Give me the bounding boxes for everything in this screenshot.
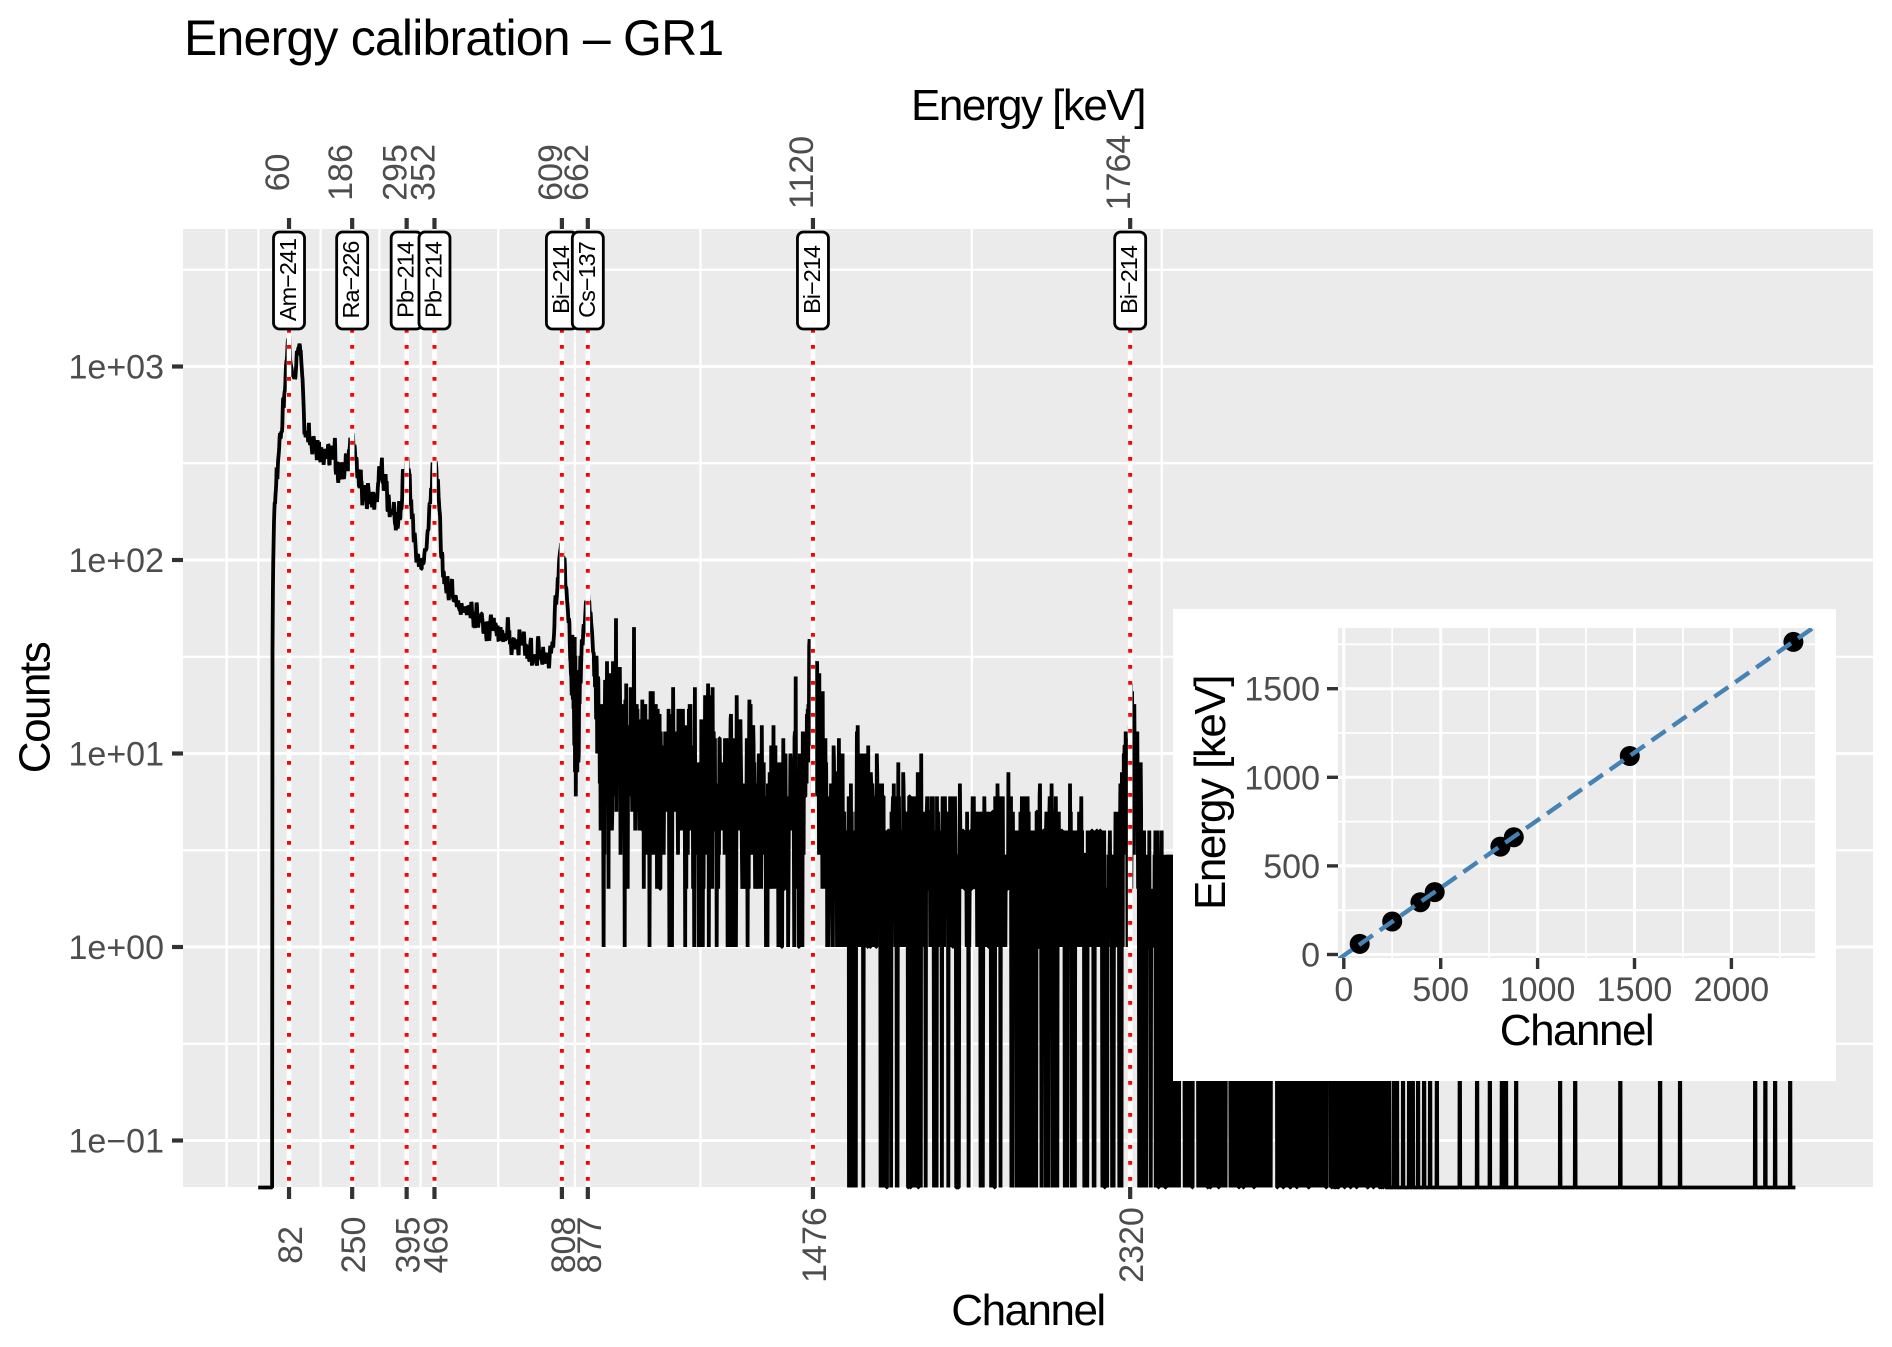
svg-text:Bi−214: Bi−214	[548, 245, 574, 314]
svg-text:186: 186	[322, 144, 360, 201]
svg-text:1e+01: 1e+01	[69, 736, 165, 774]
svg-text:Pb−214: Pb−214	[393, 241, 419, 318]
svg-text:0: 0	[1334, 971, 1353, 1009]
svg-text:1476: 1476	[796, 1207, 834, 1283]
svg-text:1764: 1764	[1100, 135, 1138, 211]
svg-text:1000: 1000	[1500, 971, 1576, 1009]
svg-text:Am−241: Am−241	[275, 239, 301, 321]
svg-text:500: 500	[1412, 971, 1469, 1009]
svg-text:Energy [keV]: Energy [keV]	[911, 81, 1145, 130]
svg-text:Counts: Counts	[11, 642, 60, 773]
svg-text:808: 808	[545, 1217, 583, 1274]
svg-text:1000: 1000	[1244, 759, 1320, 797]
svg-text:662: 662	[558, 144, 596, 201]
svg-text:Bi−214: Bi−214	[799, 245, 825, 314]
svg-text:877: 877	[571, 1217, 609, 1274]
svg-text:500: 500	[1263, 848, 1320, 886]
svg-text:250: 250	[335, 1217, 373, 1274]
svg-text:60: 60	[259, 154, 297, 192]
svg-text:1e+02: 1e+02	[69, 542, 165, 580]
svg-text:0: 0	[1301, 937, 1320, 975]
svg-text:352: 352	[404, 144, 442, 201]
svg-text:1e+03: 1e+03	[69, 349, 165, 387]
svg-text:Cs−137: Cs−137	[574, 242, 600, 318]
svg-text:82: 82	[272, 1226, 310, 1264]
svg-text:1e+00: 1e+00	[69, 929, 165, 967]
svg-text:395: 395	[390, 1217, 428, 1274]
svg-text:1500: 1500	[1244, 671, 1320, 709]
svg-text:2320: 2320	[1113, 1207, 1151, 1283]
svg-text:295: 295	[377, 144, 415, 201]
svg-text:1120: 1120	[783, 136, 821, 209]
svg-text:Channel: Channel	[951, 1286, 1104, 1335]
svg-text:Pb−214: Pb−214	[420, 241, 446, 318]
svg-text:Energy calibration – GR1: Energy calibration – GR1	[184, 10, 723, 66]
svg-text:Ra−226: Ra−226	[338, 241, 364, 319]
svg-text:2000: 2000	[1694, 971, 1770, 1009]
svg-text:1500: 1500	[1597, 971, 1673, 1009]
svg-text:469: 469	[417, 1217, 455, 1274]
svg-text:Energy [keV]: Energy [keV]	[1186, 676, 1235, 910]
svg-text:609: 609	[532, 144, 570, 201]
svg-text:1e−01: 1e−01	[69, 1123, 165, 1161]
svg-text:Bi−214: Bi−214	[1116, 245, 1142, 314]
svg-text:Channel: Channel	[1500, 1006, 1653, 1055]
